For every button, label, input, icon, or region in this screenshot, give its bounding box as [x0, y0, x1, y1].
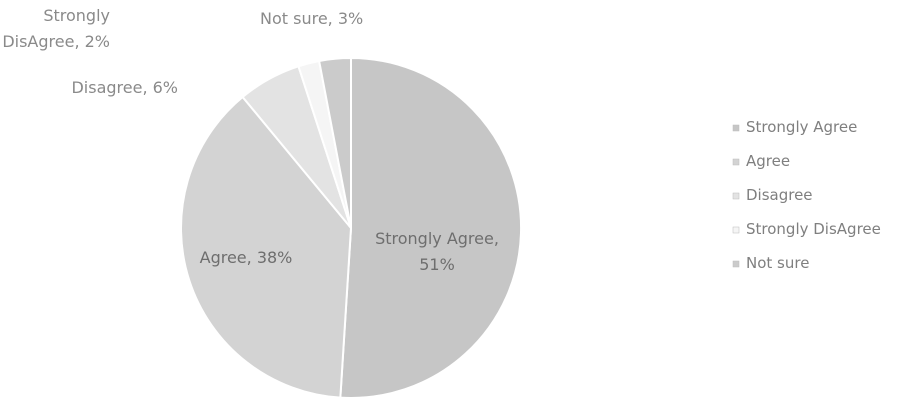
- legend-swatch-strongly-disagree: [732, 226, 740, 234]
- legend: Strongly Agree Agree Disagree Strongly DisA…: [732, 118, 881, 272]
- pie-slices: [180, 56, 523, 399]
- legend-item-not-sure: Not sure: [732, 254, 809, 272]
- data-label-agree: Agree, 38%: [200, 248, 293, 267]
- legend-item-disagree: Disagree: [732, 186, 813, 204]
- legend-swatch-not-sure: [732, 260, 740, 268]
- data-labels: Strongly Agree, 51% Agree, 38% Disagree, 6%…: [2, 6, 499, 274]
- legend-item-strongly-disagree: Strongly DisAgree: [732, 220, 881, 238]
- pie-slice-not-sure: [317, 56, 352, 229]
- data-label-strongly-disagree: Strongly DisAgree, 2%: [2, 6, 110, 51]
- legend-swatch-agree: [732, 158, 740, 166]
- legend-swatch-disagree: [732, 192, 740, 200]
- legend-swatch-strongly-agree: [732, 124, 740, 132]
- data-label-disagree: Disagree, 6%: [71, 78, 178, 97]
- legend-item-strongly-agree: Strongly Agree: [732, 118, 857, 136]
- legend-item-agree: Agree: [732, 152, 790, 170]
- legend-label-not-sure: Not sure: [746, 254, 809, 272]
- pie-slice-agree: [180, 95, 353, 399]
- legend-label-strongly-agree: Strongly Agree: [746, 118, 857, 136]
- data-label-strongly-agree: Strongly Agree, 51%: [375, 229, 499, 274]
- legend-label-agree: Agree: [746, 152, 790, 170]
- pie-slice-strongly-agree: [339, 56, 523, 399]
- data-label-not-sure: Not sure, 3%: [260, 9, 363, 28]
- legend-label-disagree: Disagree: [746, 186, 813, 204]
- legend-label-strongly-disagree: Strongly DisAgree: [746, 220, 881, 238]
